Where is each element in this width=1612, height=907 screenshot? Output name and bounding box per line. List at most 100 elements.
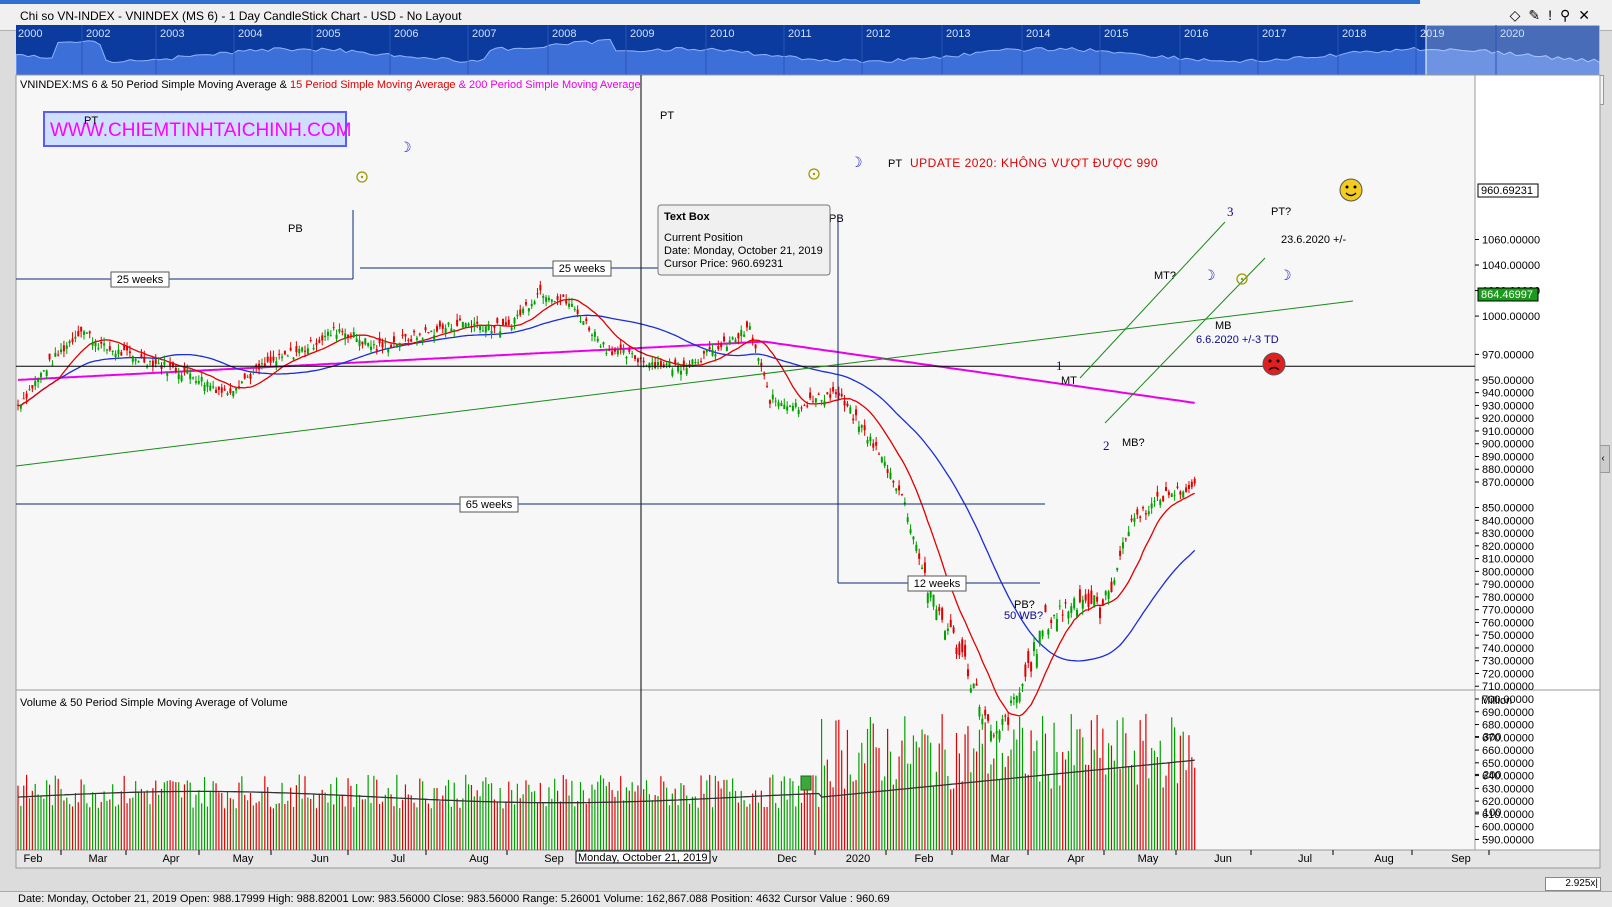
pin-icon[interactable]: ⚲	[1560, 7, 1579, 23]
candle-body	[912, 536, 915, 540]
zoom-field[interactable]: 2.925x|	[1545, 877, 1601, 891]
candle-body	[657, 362, 660, 366]
update-note: UPDATE 2020: KHÔNG VƯỢT ĐƯỢC 990	[910, 155, 1158, 170]
candle-body	[1193, 478, 1196, 484]
y-tick-label: 720.00000	[1482, 668, 1534, 680]
candle-body	[789, 405, 792, 407]
candle-body	[748, 326, 751, 330]
candle-body	[895, 488, 898, 491]
candle-body	[751, 337, 754, 341]
candle-body	[203, 384, 206, 392]
pin-icon[interactable]: ✎	[1528, 7, 1549, 23]
candle-body	[240, 381, 243, 384]
candle-body	[424, 327, 427, 331]
y-tick-label: 620.00000	[1482, 796, 1534, 808]
candle-body	[1124, 538, 1127, 540]
candle-body	[918, 553, 921, 559]
candle-body	[123, 344, 126, 351]
candle-body	[625, 356, 628, 359]
candle-body	[215, 389, 218, 393]
candle-body	[174, 367, 177, 373]
sma50-line	[18, 314, 1196, 662]
navigator-year: 2015	[1104, 28, 1128, 40]
candle-body	[932, 594, 935, 607]
candle-body	[539, 284, 542, 291]
candle-body	[298, 348, 301, 354]
candle-body	[533, 301, 536, 305]
y-tick-label: 660.00000	[1482, 745, 1534, 757]
candle-body	[42, 370, 45, 372]
close-icon[interactable]: ✕	[1578, 7, 1598, 23]
current-price-label: 960.69231	[1481, 185, 1533, 197]
channel-lower	[1104, 257, 1266, 424]
candle-body	[1116, 568, 1119, 571]
candle-body	[355, 338, 358, 343]
candle-body	[1084, 594, 1087, 601]
candle-body	[654, 362, 657, 368]
candle-body	[217, 387, 220, 390]
target-circle-icon	[808, 168, 820, 180]
candle-body	[68, 341, 71, 344]
candle-body	[473, 323, 476, 327]
candle-body	[613, 349, 616, 352]
navigator-year: 2013	[946, 28, 970, 40]
cursor-date-label: Monday, October 21, 2019	[578, 852, 707, 864]
history-navigator[interactable]: 2000 2002 2003 2004 2005 2006 2007 2008 2009 2010…	[16, 25, 1600, 75]
candle-body	[1190, 481, 1193, 488]
crescent-moon-icon: ☽	[1279, 268, 1292, 284]
sad-face-icon-face	[1262, 352, 1286, 376]
candle-body	[484, 326, 487, 333]
y-tick-label: 710.00000	[1482, 681, 1534, 693]
textbox-line3: Cursor Price: 960.69231	[664, 258, 783, 270]
candle-body	[717, 346, 720, 350]
sad-face-icon-eye	[1268, 359, 1272, 363]
y-tick-label: 950.00000	[1482, 375, 1534, 387]
navigator-year: 2007	[472, 28, 496, 40]
candle-body	[83, 331, 86, 335]
candle-body	[903, 502, 906, 505]
candle-body	[387, 348, 390, 353]
candle-body	[1098, 607, 1101, 619]
candle-body	[65, 345, 68, 349]
candle-body	[915, 544, 918, 551]
last-price-label: 864.46997	[1481, 289, 1533, 301]
candle-body	[826, 392, 829, 395]
candle-body	[593, 331, 596, 337]
candle-body	[522, 308, 525, 314]
window-controls: ◇✎!⚲✕	[1510, 7, 1598, 24]
candle-body	[252, 371, 255, 373]
channel-upper	[1079, 221, 1226, 379]
candle-body	[407, 339, 410, 341]
candle-body	[189, 373, 192, 380]
navigator-window[interactable]	[1425, 25, 1600, 75]
candle-body	[1078, 589, 1081, 603]
y-tick-label: 930.00000	[1482, 400, 1534, 412]
candle-body	[1053, 615, 1056, 617]
candle-body	[232, 391, 235, 397]
candle-body	[591, 334, 593, 336]
window-title: Chi so VN-INDEX - VNINDEX (MS 6) - 1 Day…	[20, 9, 462, 23]
candle-body	[229, 388, 232, 394]
y-tick-label: 690.00000	[1482, 707, 1534, 719]
candle-body	[562, 294, 565, 297]
candle-body	[25, 393, 28, 399]
candle-body	[547, 297, 550, 301]
candle-body	[757, 358, 760, 361]
candle-body	[809, 392, 812, 399]
candle-body	[278, 353, 281, 355]
candle-body	[347, 334, 350, 338]
candle-body	[791, 405, 794, 411]
diamond-icon[interactable]: ◇	[1509, 7, 1529, 23]
candle-body	[1021, 683, 1024, 687]
candle-body	[803, 405, 806, 407]
y-tick-label: 820.00000	[1482, 541, 1534, 553]
candle-body	[157, 363, 160, 365]
candle-body	[898, 485, 901, 491]
candle-body	[872, 443, 875, 448]
y-tick-label: 890.00000	[1482, 451, 1534, 463]
exclamation-icon[interactable]: !	[1548, 7, 1560, 23]
candle-body	[780, 403, 783, 407]
candle-body	[62, 345, 65, 352]
navigator-year: 2020	[1500, 28, 1524, 40]
